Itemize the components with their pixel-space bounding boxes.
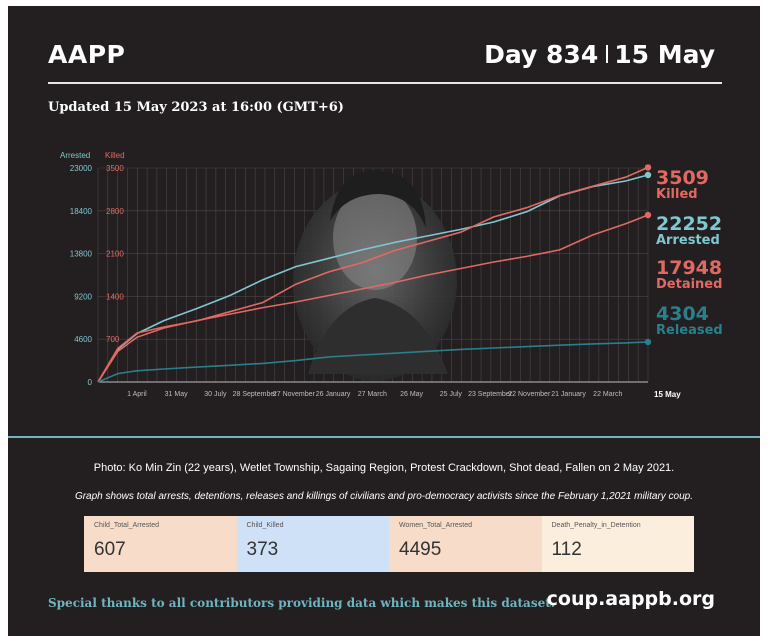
day-label: Day 834 bbox=[484, 40, 599, 69]
right-tick-label: 2800 bbox=[106, 207, 124, 216]
end-value-released: 4304 bbox=[656, 303, 709, 325]
series-line-detained bbox=[97, 214, 649, 383]
stat-value: 607 bbox=[94, 539, 126, 560]
stat-value: 112 bbox=[551, 539, 582, 560]
x-end-label: 15 May bbox=[654, 390, 681, 399]
stat-label: Child_Killed bbox=[246, 522, 284, 529]
x-tick-label: 28 September bbox=[233, 391, 278, 398]
graph-caption: Graph shows total arrests, detentions, r… bbox=[74, 491, 694, 502]
stat-label: Women_Total_Arrested bbox=[399, 522, 473, 529]
section-divider bbox=[8, 436, 760, 438]
stat-label: Child_Total_Arrested bbox=[94, 522, 159, 529]
left-tick-label: 0 bbox=[88, 378, 93, 387]
stat-child-killed: Child_Killed 373 bbox=[236, 516, 389, 572]
right-tick-label: 3500 bbox=[106, 164, 124, 173]
x-tick-label: 21 January bbox=[551, 391, 586, 398]
x-tick-label: 26 May bbox=[400, 391, 423, 398]
updated-timestamp: Updated 15 May 2023 at 16:00 (GMT+6) bbox=[48, 100, 344, 115]
left-tick-label: 18400 bbox=[70, 207, 93, 216]
series-endpoint-released bbox=[644, 338, 652, 346]
stat-value: 4495 bbox=[399, 539, 442, 560]
series-endpoint-killed bbox=[644, 164, 652, 171]
x-tick-label: 27 March bbox=[358, 391, 387, 398]
org-title: AAPP bbox=[48, 40, 126, 69]
stats-row: Child_Total_Arrested 607 Child_Killed 37… bbox=[84, 516, 694, 572]
portrait-photo bbox=[293, 170, 457, 381]
end-label-detained: Detained bbox=[656, 277, 722, 292]
right-tick-label: 1400 bbox=[106, 292, 124, 301]
x-tick-label: 1 April bbox=[127, 391, 147, 398]
series-line-released bbox=[97, 341, 649, 383]
left-tick-label: 4600 bbox=[74, 335, 92, 344]
left-tick-label: 9200 bbox=[74, 292, 92, 301]
end-label-released: Released bbox=[656, 323, 723, 338]
x-tick-label: 27 November bbox=[273, 391, 316, 398]
x-tick-label: 30 July bbox=[204, 391, 227, 398]
end-value-killed: 3509 bbox=[656, 167, 709, 189]
end-value-arrested: 22252 bbox=[656, 213, 722, 235]
right-tick-label: 2100 bbox=[106, 250, 124, 259]
x-tick-label: 26 January bbox=[316, 391, 351, 398]
stat-women-total-arrested: Women_Total_Arrested 4495 bbox=[389, 516, 542, 572]
left-tick-label: 23000 bbox=[70, 164, 93, 173]
stat-value: 373 bbox=[246, 539, 279, 560]
photo-caption: Photo: Ko Min Zin (22 years), Wetlet Tow… bbox=[93, 462, 675, 474]
infographic-card: AAPP Day 834 15 May Updated 15 May 2023 a… bbox=[8, 6, 760, 636]
right-axis-title: Killed bbox=[105, 151, 125, 160]
left-tick-label: 13800 bbox=[70, 250, 93, 259]
end-label-arrested: Arrested bbox=[656, 233, 720, 248]
series-endpoint-detained bbox=[644, 211, 652, 219]
x-tick-label: 25 July bbox=[440, 391, 463, 398]
date-label: 15 May bbox=[614, 40, 715, 69]
end-label-killed: Killed bbox=[656, 187, 698, 202]
x-tick-label: 22 March bbox=[593, 391, 622, 398]
thanks-note: Special thanks to all contributors provi… bbox=[48, 596, 555, 610]
right-tick-label: 700 bbox=[106, 335, 120, 344]
header-rule bbox=[48, 82, 722, 84]
series-endpoint-arrested bbox=[644, 171, 652, 179]
left-axis-title: Arrested bbox=[60, 151, 90, 160]
cumulative-chart: Arrested Killed 0 4600 9200 13800 18400 23000 70… bbox=[60, 151, 723, 399]
x-tick-label: 31 May bbox=[165, 391, 188, 398]
stat-label: Death_Penalty_in_Detention bbox=[551, 522, 641, 529]
day-date-title: Day 834 15 May bbox=[484, 40, 715, 69]
x-tick-label: 22 November bbox=[508, 391, 551, 398]
x-tick-label: 23 September bbox=[468, 391, 513, 398]
site-url: coup.aappb.org bbox=[546, 588, 715, 610]
title-separator bbox=[606, 45, 609, 63]
stat-child-total-arrested: Child_Total_Arrested 607 bbox=[84, 516, 237, 572]
series-line-killed bbox=[97, 166, 649, 383]
stat-death-penalty: Death_Penalty_in_Detention 112 bbox=[541, 516, 694, 572]
end-value-detained: 17948 bbox=[656, 257, 722, 279]
